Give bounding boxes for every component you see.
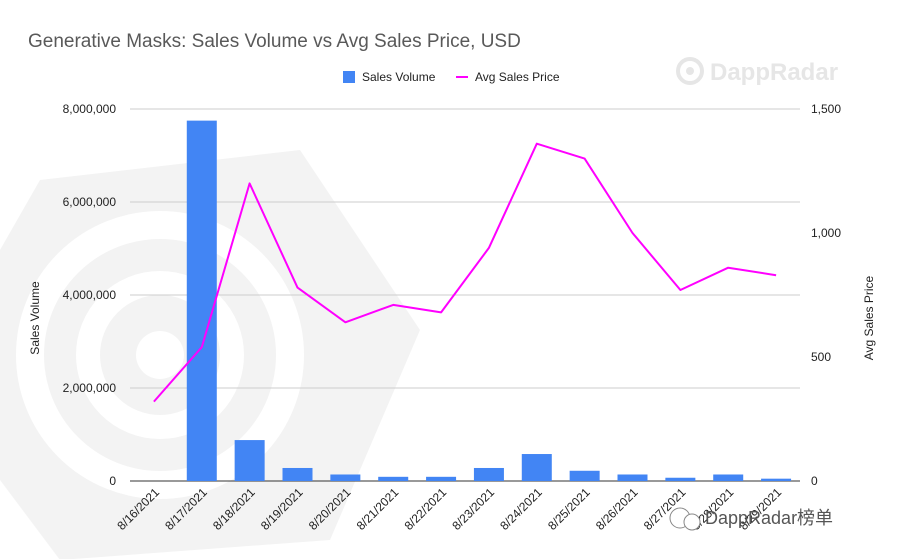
x-tick-label: 8/24/2021 (497, 485, 545, 533)
x-tick-label: 8/23/2021 (449, 485, 497, 533)
x-tick-label: 8/25/2021 (545, 485, 593, 533)
y-tick-label: 2,000,000 (63, 381, 117, 395)
x-tick-label: 8/26/2021 (593, 485, 641, 533)
bars-sales-volume (186, 120, 792, 481)
bar-sales-volume (186, 120, 217, 481)
bar-sales-volume (713, 474, 744, 481)
y-right-tick-label: 1,000 (811, 226, 841, 240)
legend-swatch-sales-volume (343, 71, 355, 83)
bar-sales-volume (234, 440, 265, 481)
bar-sales-volume (665, 477, 696, 481)
y-right-tick-label: 500 (811, 350, 831, 364)
watermark-top-text: DappRadar (710, 59, 838, 86)
bar-sales-volume (617, 474, 648, 481)
y-axis-right-ticks: 0 500 1,000 1,500 (811, 102, 841, 488)
y-axis-ticks: 0 2,000,000 4,000,000 6,000,000 8,000,000 (63, 102, 117, 488)
y-axis-right-title: Avg Sales Price (862, 275, 876, 360)
chart-title: Generative Masks: Sales Volume vs Avg Sa… (28, 31, 521, 52)
series-line-avg-sales-price (153, 142, 777, 403)
bar-sales-volume (378, 476, 409, 481)
watermark-bottom-text: DappRadar榜单 (705, 508, 833, 528)
bar-sales-volume (569, 470, 600, 481)
legend: Sales Volume Avg Sales Price (343, 70, 560, 84)
line-avg-sales-price (153, 142, 777, 403)
x-tick-label: 8/22/2021 (402, 485, 450, 533)
legend-label-sales-volume: Sales Volume (362, 70, 436, 84)
bar-sales-volume (282, 467, 313, 481)
y-tick-label: 4,000,000 (63, 288, 117, 302)
bar-sales-volume (330, 474, 361, 481)
bar-sales-volume (426, 476, 457, 481)
bar-sales-volume (761, 478, 792, 481)
bar-sales-volume (521, 454, 552, 481)
watermark-bottom: DappRadar榜单 (669, 507, 833, 531)
y-tick-label: 0 (109, 474, 116, 488)
bar-sales-volume (473, 467, 504, 481)
x-tick-label: 8/21/2021 (354, 485, 402, 533)
legend-label-avg-sales-price: Avg Sales Price (475, 70, 560, 84)
y-right-tick-label: 1,500 (811, 102, 841, 116)
y-right-tick-label: 0 (811, 474, 818, 488)
y-tick-label: 8,000,000 (63, 102, 117, 116)
watermark-top: DappRadar (676, 57, 838, 86)
y-tick-label: 6,000,000 (63, 195, 117, 209)
y-axis-title: Sales Volume (28, 281, 42, 355)
